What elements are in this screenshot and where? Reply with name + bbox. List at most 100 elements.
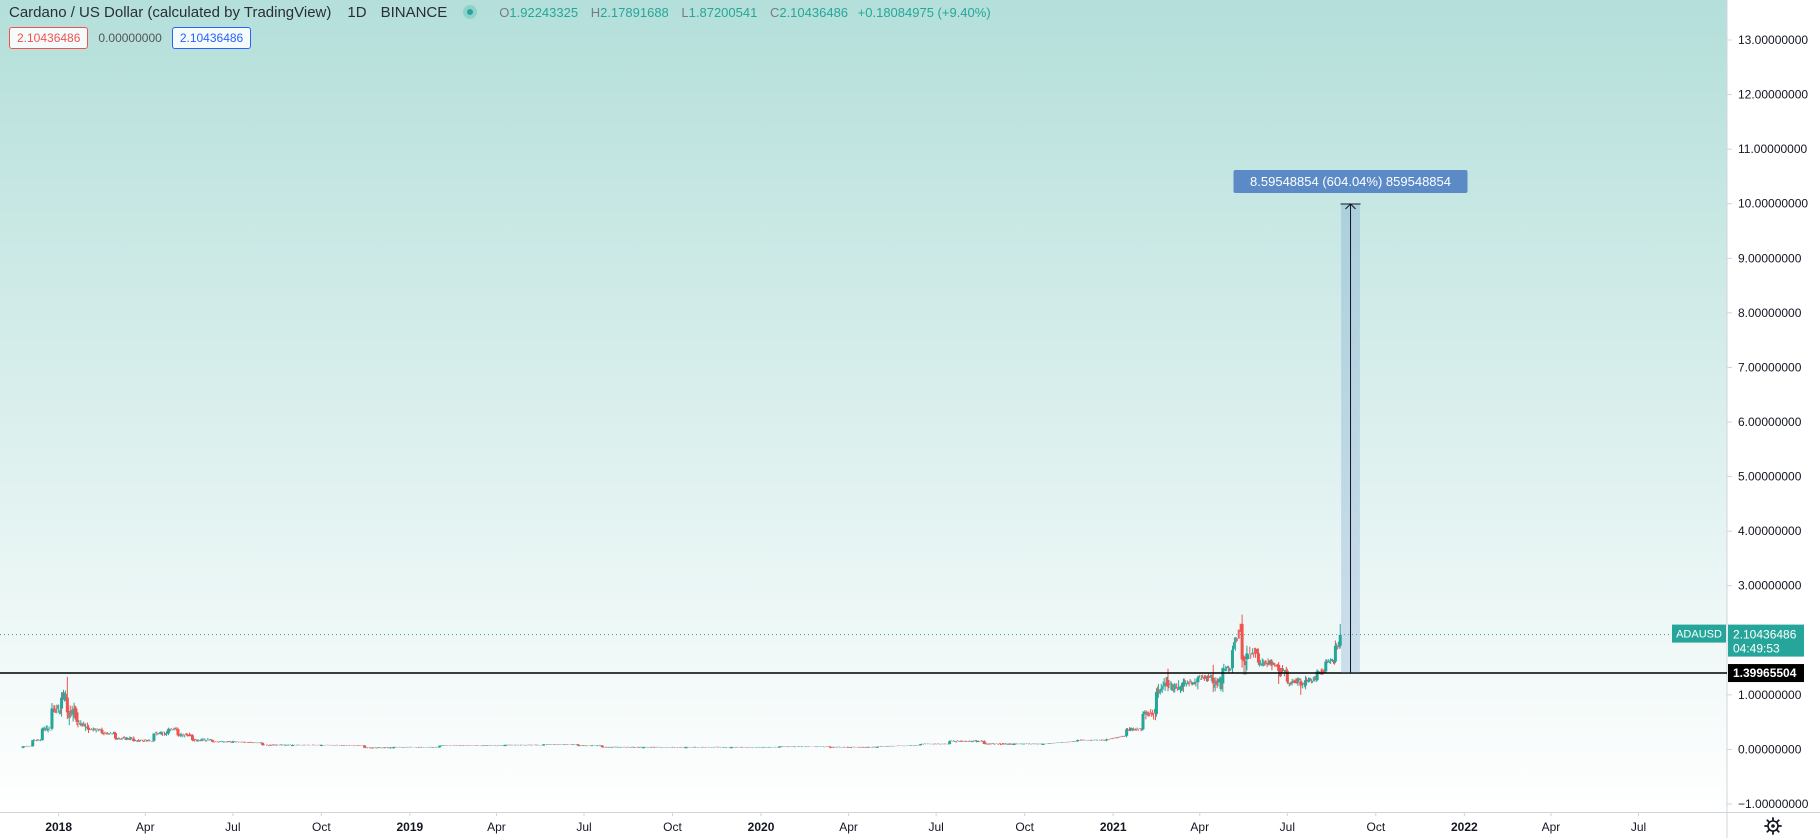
time-axis[interactable]: 2018 Apr Jul Oct 2019 Apr Jul Oct 2020 Apr Jul Oct 2… (45, 812, 1646, 834)
symbol-tag (1672, 624, 1726, 643)
candle-body (729, 747, 733, 749)
y-tick-label: 3.00000000 (1738, 579, 1802, 593)
interval-label[interactable]: 1D (347, 3, 367, 21)
candle-body (684, 747, 688, 749)
chart-background (0, 0, 1727, 812)
candle-body (1324, 661, 1328, 672)
candle-body (190, 735, 194, 741)
value-plain: 0.00000000 (98, 31, 162, 45)
time-axis-background[interactable] (0, 812, 1820, 838)
x-tick-label: 2021 (1100, 820, 1127, 834)
measure-label-text: 8.59548854 (604.04%) 859548854 (1250, 174, 1451, 189)
x-tick-label: Jul (1631, 820, 1646, 834)
x-tick-label: 2018 (45, 820, 72, 834)
candle-body (113, 733, 117, 739)
x-tick-label: 2019 (397, 820, 424, 834)
x-tick-label: 2020 (748, 820, 775, 834)
candle-body (600, 745, 604, 748)
value-box-red[interactable]: 2.10436486 (9, 27, 89, 49)
candles-layer (21, 614, 1342, 749)
open-value: 1.92243325 (509, 4, 579, 20)
candle-body (60, 697, 64, 709)
candle-body (261, 742, 265, 746)
candle-body (176, 729, 180, 736)
y-tick-label: 8.00000000 (1738, 306, 1802, 320)
candle-body (1076, 740, 1080, 742)
candle-body (828, 746, 832, 748)
measure-label[interactable]: 8.59548854 (604.04%) 859548854 (1233, 169, 1468, 193)
current-price-tag (1728, 624, 1804, 657)
x-tick-label: Jul (928, 820, 943, 834)
x-tick-label: Apr (1190, 820, 1209, 834)
candle-body (503, 745, 507, 747)
high-key: H (590, 4, 601, 20)
market-status-icon[interactable] (463, 5, 478, 19)
candle-body (1333, 645, 1337, 662)
indicator-values-row: 2.10436486 0.00000000 2.10436486 (9, 27, 252, 49)
candle-body (319, 745, 323, 747)
candle-body (1211, 677, 1215, 684)
y-tick-label: 0.00000000 (1738, 742, 1802, 756)
candle-body (1240, 623, 1244, 660)
exchange-label[interactable]: BINANCE (380, 3, 448, 21)
candle-body (211, 740, 215, 742)
candle-body (1230, 650, 1234, 669)
candle-body (65, 697, 69, 713)
candle-body (87, 727, 91, 730)
x-tick-label: Oct (663, 820, 682, 834)
candle-body (290, 745, 294, 747)
y-tick-label: 10.00000000 (1738, 197, 1808, 211)
price-axis[interactable]: 13.00000000 12.00000000 11.00000000 10.0000… (1727, 33, 1809, 811)
value-box-blue[interactable]: 2.10436486 (171, 27, 252, 49)
x-tick-label: Jul (1280, 820, 1295, 834)
candle-body (231, 741, 235, 743)
candle-body (542, 744, 546, 746)
candle-body (1196, 677, 1200, 683)
candle-body (363, 745, 367, 748)
candle-body (1104, 739, 1108, 741)
candle-body (642, 747, 646, 749)
candle-body (1245, 653, 1249, 660)
candle-body (1338, 634, 1342, 646)
candle-body (31, 740, 35, 747)
close-key: C (769, 4, 780, 20)
candle-body (21, 746, 25, 748)
x-tick-label: Apr (839, 820, 858, 834)
high-value: 2.17891688 (600, 4, 669, 20)
symbol-title[interactable]: Cardano / US Dollar (calculated by Tradi… (9, 3, 332, 21)
candle-body (1304, 680, 1308, 686)
candle-body (1285, 670, 1289, 682)
candle-body (392, 747, 396, 749)
change-value: +0.18084975 (+9.40%) (857, 4, 991, 20)
y-tick-label: 12.00000000 (1738, 88, 1808, 102)
x-tick-label: Apr (487, 820, 506, 834)
candle-body (40, 728, 44, 741)
candle-body (1154, 692, 1158, 714)
candle-body (132, 738, 136, 741)
candle-body (50, 708, 54, 729)
candle-body (1270, 662, 1274, 665)
gear-icon[interactable] (1764, 817, 1782, 835)
x-tick-label: Jul (576, 820, 591, 834)
candle-body (1299, 681, 1303, 686)
low-key: L (681, 4, 689, 20)
x-tick-label: Apr (136, 820, 155, 834)
candle-body (166, 729, 170, 734)
measure-label-box (1233, 169, 1468, 193)
candle-body (1277, 664, 1281, 671)
y-tick-label: 11.00000000 (1738, 142, 1808, 156)
y-tick-label: 5.00000000 (1738, 470, 1802, 484)
candle-body (1041, 743, 1045, 745)
low-value: 1.87200541 (688, 4, 758, 20)
close-value: 2.10436486 (779, 4, 849, 20)
current-price-text: 2.10436486 (1733, 628, 1797, 642)
hline-price-tag (1728, 664, 1804, 683)
y-tick-label: 1.00000000 (1738, 688, 1802, 702)
candle-body (1256, 653, 1260, 663)
overlays-layer: 8.59548854 (604.04%) 859548854 (0, 169, 1727, 674)
candle-body (1221, 668, 1225, 684)
y-tick-label: 4.00000000 (1738, 524, 1802, 538)
